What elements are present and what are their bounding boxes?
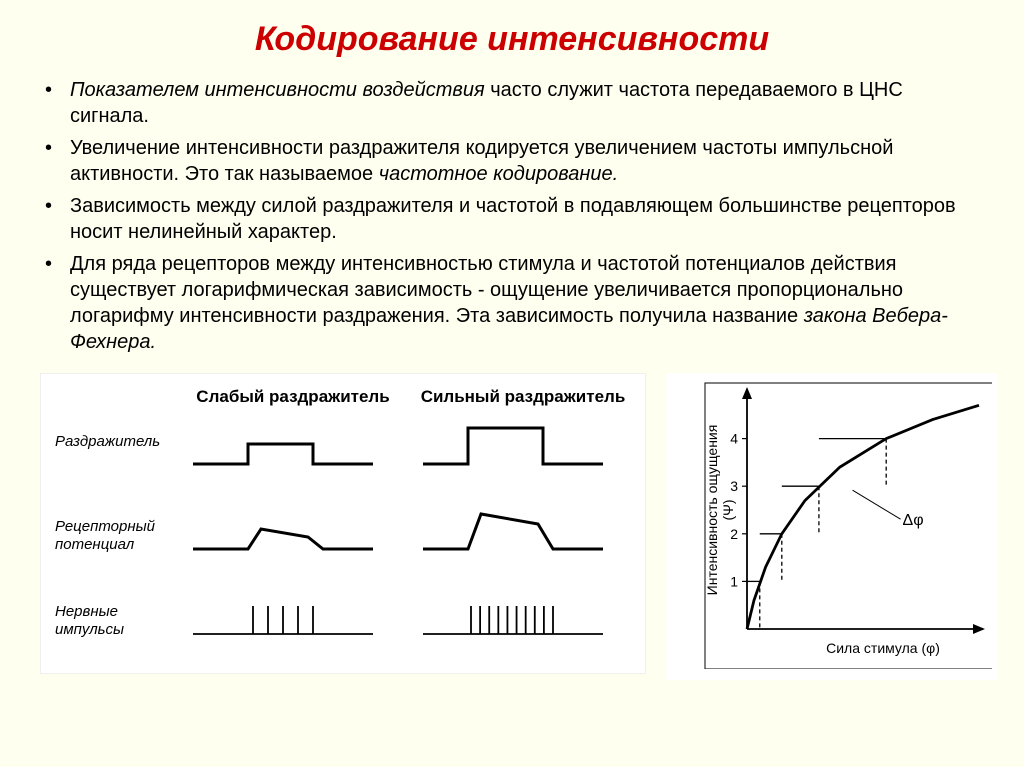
row-label: Рецепторный: [55, 518, 156, 535]
stimulus-trace: [423, 428, 603, 464]
receptor-trace: [423, 514, 603, 549]
stimulus-diagram: Слабый раздражитель Сильный раздражитель Р…: [40, 373, 646, 674]
bullet-list: Показателем интенсивности воздействия ча…: [40, 77, 984, 355]
y-tick-label: 3: [730, 478, 738, 494]
bullet-item: Для ряда рецепторов между интенсивностью…: [65, 251, 984, 355]
y-axis-label: (Ψ): [720, 499, 736, 520]
bullet-text: частотное кодирование.: [379, 163, 618, 185]
row-label: потенциал: [55, 536, 135, 553]
weber-fechner-svg: Интенсивность ощущения(Ψ) Сила стимула (φ…: [672, 379, 992, 669]
delta-phi-pointer: [853, 490, 901, 519]
x-axis-arrow: [973, 624, 985, 634]
bullet-text: Для ряда рецепторов между интенсивностью…: [70, 253, 903, 327]
bullet-item: Увеличение интенсивности раздражителя ко…: [65, 135, 984, 187]
y-axis-arrow: [742, 387, 752, 399]
x-axis-label: Сила стимула (φ): [826, 640, 940, 656]
bullet-text: Показателем интенсивности воздействия: [70, 79, 485, 101]
row-label: Раздражитель: [55, 433, 160, 450]
bullet-item: Показателем интенсивности воздействия ча…: [65, 77, 984, 129]
weber-fechner-diagram: Интенсивность ощущения(Ψ) Сила стимула (φ…: [666, 373, 998, 680]
stimulus-trace: [193, 444, 373, 464]
row-label: Нервные: [55, 603, 118, 620]
bullet-text: Зависимость между силой раздражителя и ч…: [70, 195, 956, 243]
y-tick-label: 4: [730, 431, 738, 447]
receptor-trace: [193, 529, 373, 549]
delta-phi-label: Δφ: [903, 512, 924, 529]
y-tick-label: 2: [730, 526, 738, 542]
stimulus-svg: Слабый раздражитель Сильный раздражитель Р…: [53, 384, 633, 664]
column-header: Слабый раздражитель: [196, 387, 389, 406]
diagram-row: Слабый раздражитель Сильный раздражитель Р…: [40, 373, 984, 680]
slide-title: Кодирование интенсивности: [40, 20, 984, 59]
y-axis-label: Интенсивность ощущения: [704, 425, 720, 596]
bullet-item: Зависимость между силой раздражителя и ч…: [65, 193, 984, 245]
column-header: Сильный раздражитель: [421, 387, 626, 406]
y-tick-label: 1: [730, 573, 738, 589]
row-label: импульсы: [55, 621, 124, 638]
